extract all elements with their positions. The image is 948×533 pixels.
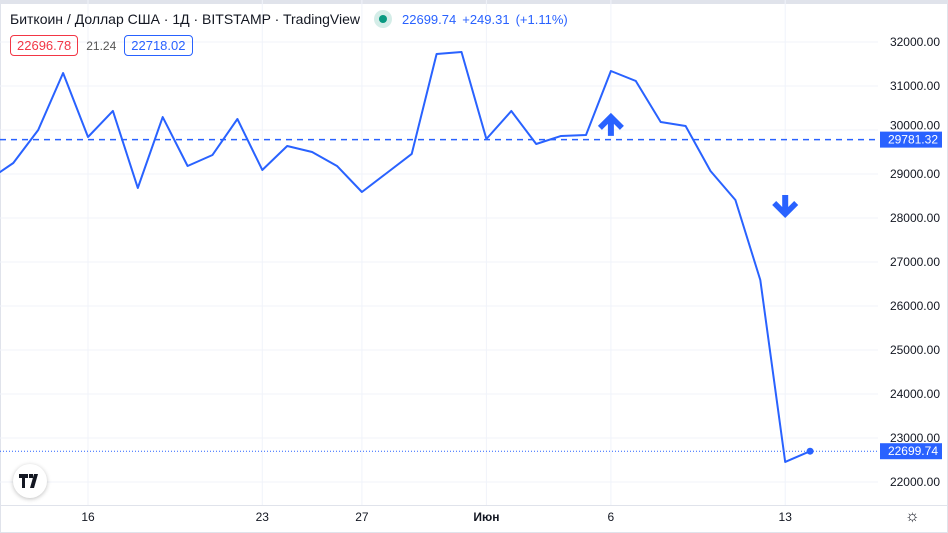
y-tick-label: 23000.00 bbox=[890, 431, 940, 445]
x-tick-label: 6 bbox=[608, 510, 615, 524]
bid-ask-row: 22696.78 21.24 22718.02 bbox=[10, 35, 193, 56]
symbol-title[interactable]: Биткоин / Доллар США · 1Д · BITSTAMP · T… bbox=[10, 11, 360, 27]
y-tick-label: 32000.00 bbox=[890, 35, 940, 49]
last-price: 22699.74 bbox=[402, 11, 457, 27]
y-tick-label: 27000.00 bbox=[890, 255, 940, 269]
bid-price[interactable]: 22696.78 bbox=[10, 35, 79, 56]
y-tick-label: 22000.00 bbox=[890, 475, 940, 489]
y-tick-label: 26000.00 bbox=[890, 299, 940, 313]
tradingview-logo-icon bbox=[19, 474, 38, 488]
tradingview-logo[interactable] bbox=[13, 464, 47, 498]
price-change: +249.31 bbox=[462, 11, 510, 27]
y-tick-label: 30000.00 bbox=[890, 119, 940, 133]
ask-price[interactable]: 22718.02 bbox=[124, 35, 193, 56]
y-tick-label: 24000.00 bbox=[890, 387, 940, 401]
x-tick-label: 27 bbox=[355, 510, 369, 524]
price-change-pct: (+1.11%) bbox=[515, 11, 568, 27]
last-price-label: 22699.74 bbox=[888, 444, 938, 458]
arrow-up-icon bbox=[597, 112, 624, 136]
y-tick-label: 31000.00 bbox=[890, 79, 940, 93]
gear-icon[interactable]: ☼ bbox=[905, 508, 920, 525]
x-tick-label: Июн bbox=[473, 510, 499, 524]
y-tick-label: 28000.00 bbox=[890, 211, 940, 225]
data-point bbox=[806, 447, 814, 455]
y-tick-label: 29000.00 bbox=[890, 167, 940, 181]
horizontal-line-label-bg bbox=[880, 131, 942, 148]
spread: 21.24 bbox=[86, 38, 117, 53]
price-series-line bbox=[0, 50, 811, 463]
arrow-down-icon bbox=[772, 195, 799, 218]
horizontal-line-label: 29781.32 bbox=[888, 133, 938, 147]
x-tick-label: 13 bbox=[779, 510, 793, 524]
last-price-label-bg bbox=[880, 443, 942, 460]
x-tick-label: 23 bbox=[256, 510, 270, 524]
market-status-icon bbox=[374, 10, 392, 28]
y-tick-label: 25000.00 bbox=[890, 343, 940, 357]
x-tick-label: 16 bbox=[81, 510, 95, 524]
chart-header: Биткоин / Доллар США · 1Д · BITSTAMP · T… bbox=[10, 10, 574, 28]
